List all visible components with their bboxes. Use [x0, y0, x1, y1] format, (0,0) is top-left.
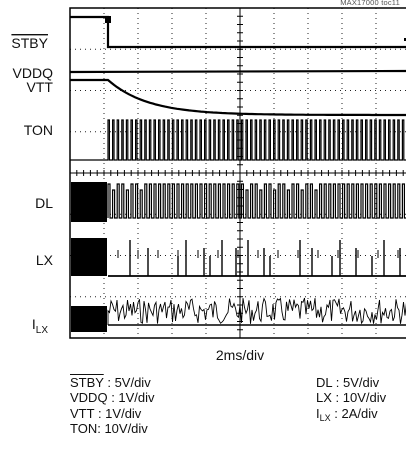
timebase-label: 2ms/div [215, 347, 265, 363]
scale-ton: TON: 10V/div [70, 420, 148, 436]
burst-lx [71, 238, 107, 276]
scale-lx: LX : 10V/div [316, 390, 387, 406]
trace-vddq [69, 69, 406, 74]
trace-dl [107, 183, 406, 219]
channel-label-dl: DL [35, 195, 53, 211]
channel-label-ilx: ILX [32, 316, 48, 336]
trace-ton [70, 119, 406, 161]
scale-ilx: ILX : 2A/div [316, 405, 378, 423]
trace-ilx [107, 297, 406, 325]
burst-dl [71, 182, 107, 222]
plot-frame [69, 7, 406, 339]
trace-stby-marker [404, 38, 406, 41]
channel-label-vtt: VTT [27, 79, 54, 95]
scale-stby: STBY : 5V/div [70, 375, 151, 390]
scale-vddq: VDDQ : 1V/div [70, 390, 155, 406]
scale-list-left: STBY : 5V/div VDDQ : 1V/div VTT : 1V/div… [70, 375, 155, 436]
scale-dl: DL : 5V/div [316, 375, 380, 390]
channel-label-vddq: VDDQ [13, 65, 54, 81]
oscilloscope-chart: STBY VDDQ VTT TON DL LX ILX [11, 7, 406, 339]
channel-label-stby: STBY [11, 35, 48, 51]
grid [69, 7, 406, 339]
channel-label-lx: LX [36, 252, 54, 268]
trace-stby [70, 15, 406, 49]
channel-label-ton: TON [24, 122, 53, 138]
scale-vtt: VTT : 1V/div [70, 405, 142, 421]
trigger-marker [105, 16, 111, 23]
traces [69, 15, 406, 332]
burst-ilx [71, 306, 107, 332]
scale-list-right: DL : 5V/div LX : 10V/div ILX : 2A/div [316, 375, 386, 426]
trace-vtt [70, 78, 406, 117]
figure-id: MAX17000 toc11 [340, 0, 400, 7]
